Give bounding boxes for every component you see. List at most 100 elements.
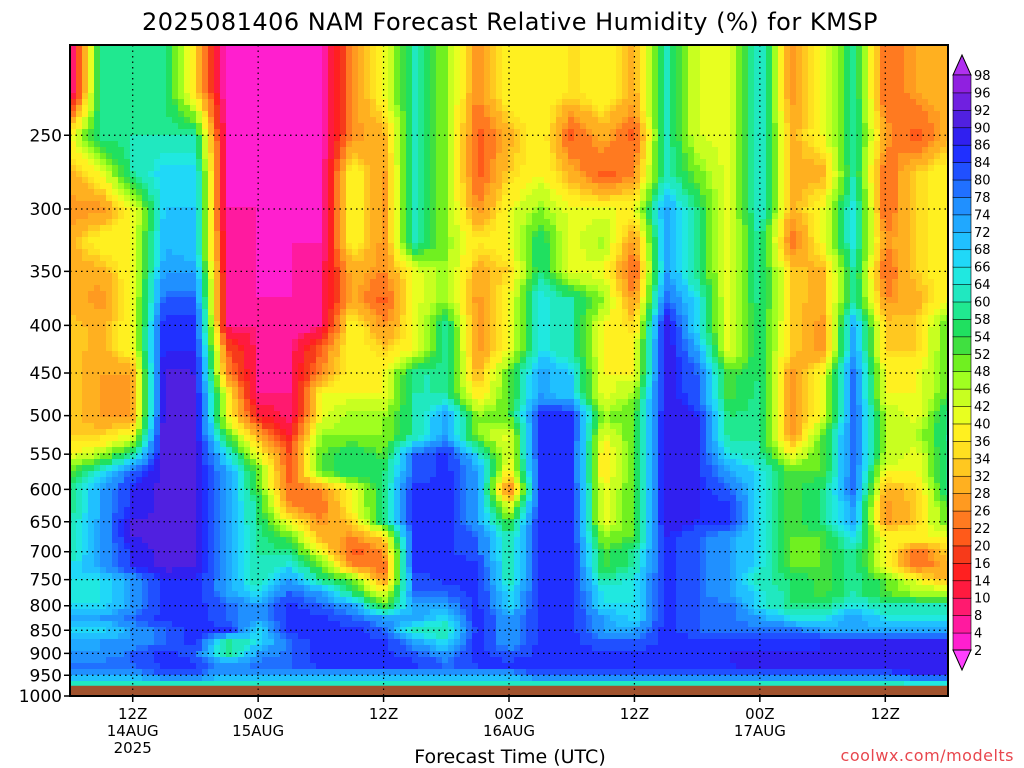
heat-cell <box>712 57 719 64</box>
heat-cell <box>850 153 857 160</box>
heat-cell <box>820 243 827 250</box>
heat-cell <box>322 117 329 124</box>
heat-cell <box>724 231 731 238</box>
heat-cell <box>916 201 923 208</box>
heat-cell <box>280 93 287 100</box>
heat-cell <box>592 117 599 124</box>
heat-cell <box>772 177 779 184</box>
heat-cell <box>856 213 863 220</box>
heat-cell <box>928 51 935 58</box>
heat-cell <box>646 129 653 136</box>
heat-cell <box>214 111 221 118</box>
heat-cell <box>490 147 497 154</box>
heat-cell <box>394 135 401 142</box>
heat-cell <box>802 231 809 238</box>
heat-cell <box>922 135 929 142</box>
heat-cell <box>676 243 683 250</box>
heat-cell <box>196 195 203 202</box>
heat-cell <box>874 201 881 208</box>
heat-cell <box>934 153 941 160</box>
heat-cell <box>424 123 431 130</box>
heat-cell <box>838 159 845 166</box>
heat-cell <box>838 165 845 172</box>
heat-cell <box>796 81 803 88</box>
heat-cell <box>526 171 533 178</box>
heat-cell <box>772 219 779 226</box>
heat-cell <box>826 51 833 58</box>
heat-cell <box>766 111 773 118</box>
heat-cell <box>352 57 359 64</box>
heat-cell <box>604 57 611 64</box>
heat-cell <box>592 63 599 70</box>
heat-cell <box>808 195 815 202</box>
heat-cell <box>148 93 155 100</box>
heat-cell <box>154 231 161 238</box>
heat-cell <box>682 225 689 232</box>
heat-cell <box>922 117 929 124</box>
heat-cell <box>94 99 101 106</box>
heat-cell <box>484 135 491 142</box>
heat-cell <box>670 129 677 136</box>
heat-cell <box>874 171 881 178</box>
heat-cell <box>574 141 581 148</box>
heat-cell <box>346 81 353 88</box>
heat-cell <box>430 45 437 52</box>
heat-cell <box>262 213 269 220</box>
heat-cell <box>496 225 503 232</box>
heat-cell <box>196 237 203 244</box>
heat-cell <box>664 207 671 214</box>
heat-cell <box>754 195 761 202</box>
heat-cell <box>274 57 281 64</box>
heat-cell <box>778 93 785 100</box>
heat-cell <box>820 69 827 76</box>
heat-cell <box>430 219 437 226</box>
heat-cell <box>916 159 923 166</box>
heat-cell <box>850 45 857 52</box>
heat-cell <box>586 117 593 124</box>
heat-cell <box>760 81 767 88</box>
heat-cell <box>610 183 617 190</box>
heat-cell <box>592 165 599 172</box>
heat-cell <box>550 213 557 220</box>
heat-cell <box>706 177 713 184</box>
heat-cell <box>262 75 269 82</box>
heat-cell <box>208 195 215 202</box>
heat-cell <box>220 177 227 184</box>
heat-cell <box>802 177 809 184</box>
heat-cell <box>532 195 539 202</box>
heat-cell <box>166 81 173 88</box>
heat-cell <box>574 183 581 190</box>
heat-cell <box>604 111 611 118</box>
heat-cell <box>712 207 719 214</box>
heat-cell <box>754 213 761 220</box>
heat-cell <box>256 243 263 250</box>
heat-cell <box>490 177 497 184</box>
heat-cell <box>760 213 767 220</box>
heat-cell <box>562 177 569 184</box>
heat-cell <box>754 153 761 160</box>
heat-cell <box>220 69 227 76</box>
heat-cell <box>814 153 821 160</box>
heat-cell <box>676 99 683 106</box>
heat-cell <box>412 87 419 94</box>
heat-cell <box>940 135 947 142</box>
heat-cell <box>844 219 851 226</box>
heat-cell <box>202 153 209 160</box>
heat-cell <box>220 141 227 148</box>
heat-cell <box>694 159 701 166</box>
heat-cell <box>388 129 395 136</box>
heat-cell <box>484 45 491 52</box>
heat-cell <box>634 225 641 232</box>
heat-cell <box>634 99 641 106</box>
heat-cell <box>370 117 377 124</box>
heat-cell <box>100 171 107 178</box>
heat-cell <box>562 219 569 226</box>
heat-cell <box>634 171 641 178</box>
heat-cell <box>652 213 659 220</box>
heat-cell <box>214 63 221 70</box>
heat-cell <box>382 165 389 172</box>
heat-cell <box>376 195 383 202</box>
heat-cell <box>646 141 653 148</box>
heat-cell <box>94 219 101 226</box>
heat-cell <box>286 213 293 220</box>
